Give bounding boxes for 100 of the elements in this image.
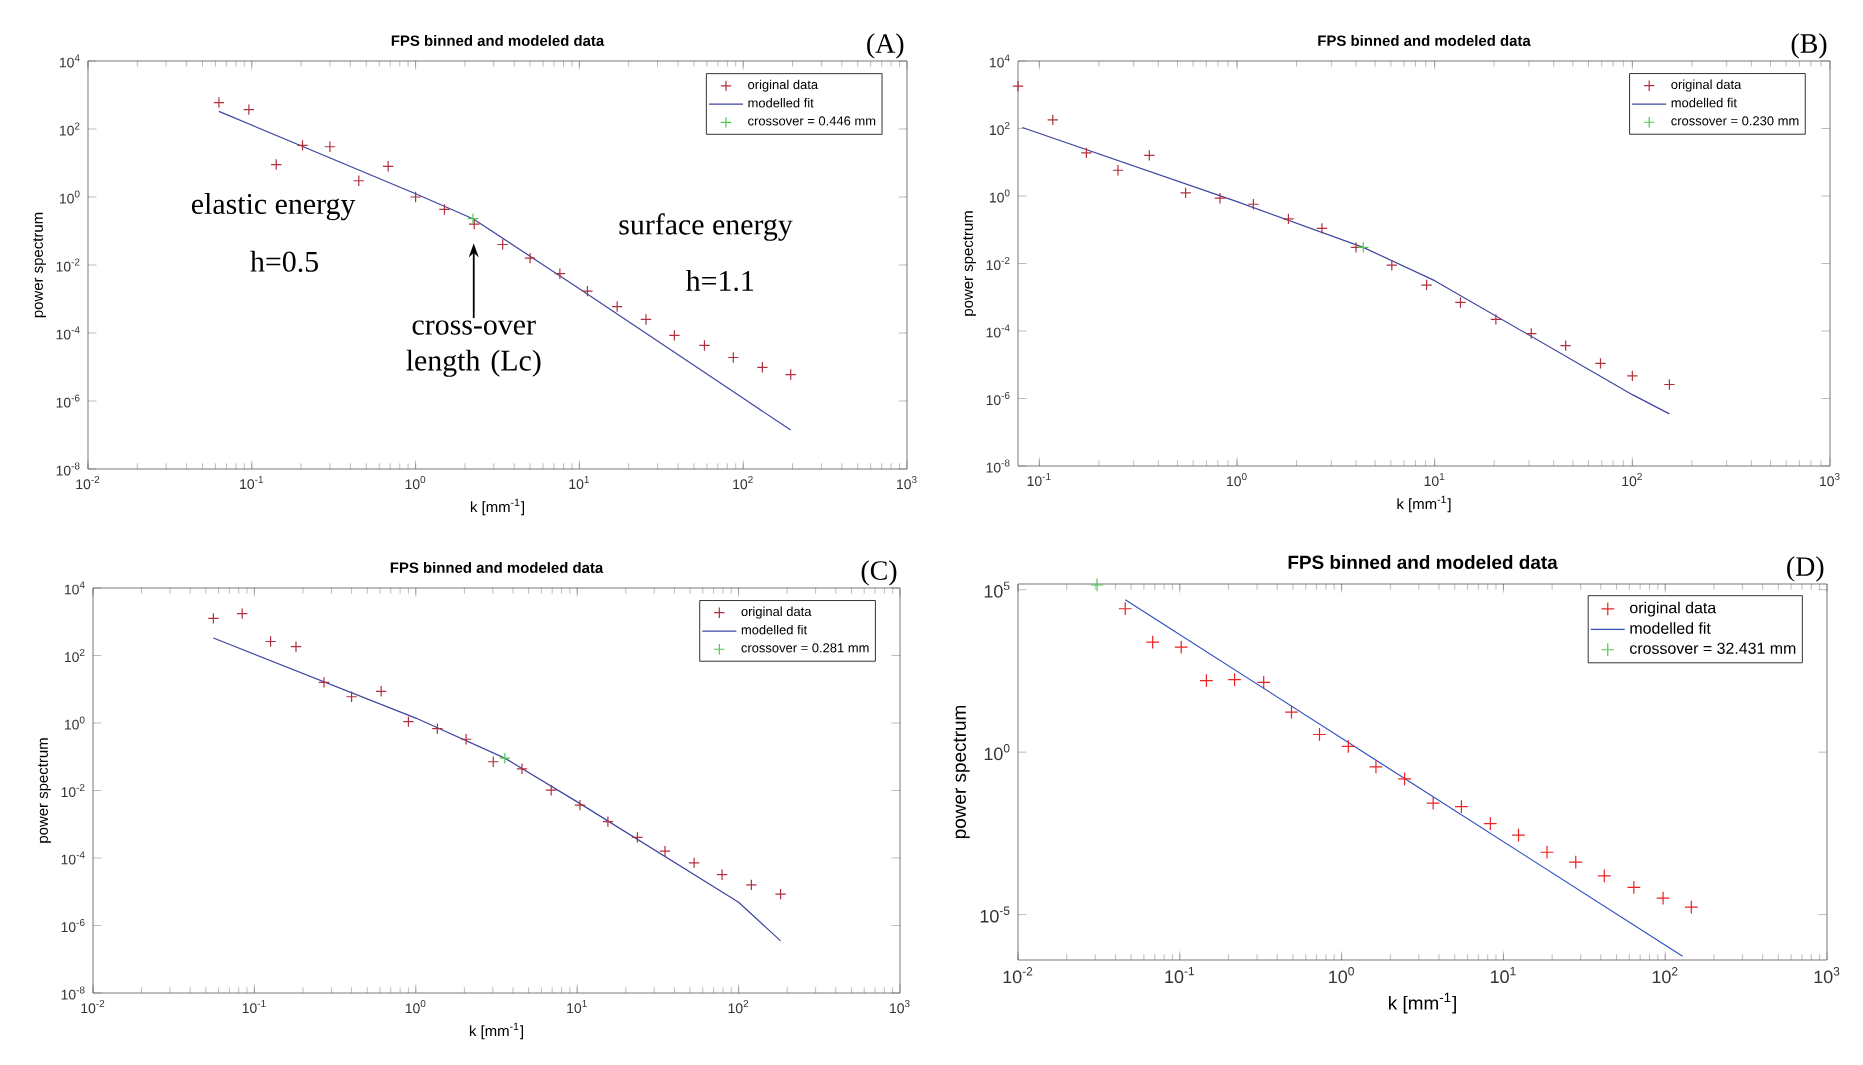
- y-tick-label: 10$^{0}$: [989, 189, 1010, 203]
- x-tick-label: 10$^{-1}$: [1027, 473, 1051, 487]
- point: [1594, 357, 1607, 370]
- legend-label: crossover = 0.230 mm: [1671, 116, 1799, 126]
- x-axis-title: k [mm$^{-1}$]: [1389, 992, 1456, 1014]
- y-axis-title: power spectrum: [38, 738, 51, 843]
- point: [659, 845, 671, 857]
- y-axis-title: power spectrum: [33, 212, 46, 318]
- point: [1397, 771, 1412, 786]
- point: [756, 361, 769, 374]
- point: [409, 191, 422, 203]
- y-tick-label: 10$^{-8}$: [61, 986, 85, 1000]
- point: [290, 640, 302, 653]
- legend-label: modelled fit: [748, 97, 814, 108]
- point: [460, 733, 472, 746]
- point: [1540, 845, 1554, 860]
- point: [668, 329, 681, 342]
- point: [375, 685, 387, 698]
- annotation: h=1.1: [685, 269, 754, 292]
- y-tick-label: 10$^{2}$: [59, 122, 80, 136]
- legend-label: modelled fit: [741, 624, 808, 635]
- point: [1179, 187, 1192, 199]
- x-tick-label: 10$^{-2}$: [76, 476, 100, 490]
- x-tick-label: 10$^{1}$: [567, 1000, 587, 1014]
- chart-title: FPS binned and modeled data: [391, 35, 605, 47]
- x-tick-label: 10$^{2}$: [733, 476, 753, 490]
- chart-title: FPS binned and modeled data: [390, 562, 604, 574]
- point: [581, 285, 594, 297]
- legend-label: original data: [1671, 79, 1742, 92]
- point: [611, 300, 623, 313]
- point: [1426, 796, 1441, 811]
- point: [1368, 759, 1383, 774]
- point: [1312, 727, 1327, 742]
- point: [468, 218, 481, 230]
- y-tick-label: 10$^{2}$: [64, 648, 85, 663]
- point: [1282, 213, 1295, 225]
- legend-label: crossover = 0.446 mm: [748, 116, 876, 126]
- y-tick-label: 10$^{-6}$: [986, 391, 1010, 406]
- x-tick-label: 10$^{3}$: [1820, 473, 1840, 487]
- legend-label: original data: [748, 79, 819, 92]
- x-axis-title: k [mm$^{-1}$]: [469, 1022, 523, 1040]
- y-axis-title: power spectrum: [953, 705, 970, 839]
- annotation: surface energy: [619, 213, 793, 241]
- x-tick-label: 10$^{2}$: [1622, 473, 1642, 487]
- x-tick-label: 10$^{1}$: [1424, 473, 1445, 487]
- point: [1143, 149, 1156, 162]
- point: [524, 252, 536, 264]
- legend-label: original data: [1630, 601, 1717, 617]
- point: [774, 888, 787, 900]
- y-tick-label: 10$^{-4}$: [986, 324, 1010, 338]
- x-tick-label: 10$^{3}$: [890, 1000, 910, 1014]
- y-tick-label: 10$^{-4}$: [56, 326, 80, 340]
- x-tick-label: 10$^{0}$: [1329, 967, 1354, 984]
- point: [1316, 222, 1328, 235]
- text: (D): [1787, 556, 1824, 582]
- y-tick-label: 10$^{4}$: [989, 54, 1010, 68]
- point: [431, 722, 444, 735]
- y-tick-label: 10$^{-8}$: [56, 462, 80, 476]
- x-tick-label: 10$^{0}$: [405, 476, 426, 490]
- chart-title: FPS binned and modeled data: [1318, 35, 1531, 46]
- legend-label: modelled fit: [1671, 97, 1737, 108]
- y-tick-label: 10$^{5}$: [984, 581, 1010, 598]
- legend-label: crossover = 0.281 mm: [741, 643, 869, 653]
- point: [1626, 370, 1639, 382]
- annotation: cross-over length (Lc): [406, 320, 541, 377]
- x-tick-label: 10$^{3}$: [1814, 967, 1840, 984]
- point: [1454, 799, 1469, 814]
- point: [1626, 880, 1641, 895]
- y-tick-label: 10$^{-6}$: [56, 394, 80, 408]
- point: [1483, 816, 1498, 831]
- point: [640, 313, 652, 326]
- point: [318, 676, 330, 689]
- x-tick-label: 10$^{-2}$: [1003, 967, 1033, 984]
- y-tick-label: 10$^{-2}$: [56, 258, 80, 272]
- y-tick-label: 10$^{-4}$: [61, 851, 85, 865]
- x-tick-label: 10$^{1}$: [569, 476, 589, 490]
- point: [727, 351, 740, 364]
- point: [1597, 868, 1612, 883]
- y-tick-label: 10$^{0}$: [64, 716, 85, 730]
- point: [487, 755, 500, 768]
- text: (B): [1791, 33, 1827, 59]
- point: [382, 160, 394, 173]
- x-tick-label: 10$^{-1}$: [1165, 967, 1195, 984]
- point: [1284, 705, 1299, 720]
- annotation: h=0.5: [250, 250, 318, 272]
- chart-title: FPS binned and modeled data: [1288, 555, 1558, 570]
- point: [1525, 327, 1538, 340]
- x-tick-label: 10$^{-1}$: [242, 1000, 266, 1014]
- point: [1559, 339, 1572, 352]
- point: [1420, 279, 1433, 291]
- point: [784, 368, 797, 381]
- point: [716, 868, 728, 881]
- point: [296, 139, 309, 152]
- point: [1490, 313, 1502, 326]
- x-tick-label: 10$^{-1}$: [240, 476, 264, 490]
- point: [1663, 378, 1676, 391]
- point: [631, 831, 644, 844]
- y-tick-label: 10$^{-2}$: [986, 256, 1010, 271]
- annotation: elastic energy: [191, 193, 356, 221]
- legend-label: modelled fit: [1630, 622, 1711, 634]
